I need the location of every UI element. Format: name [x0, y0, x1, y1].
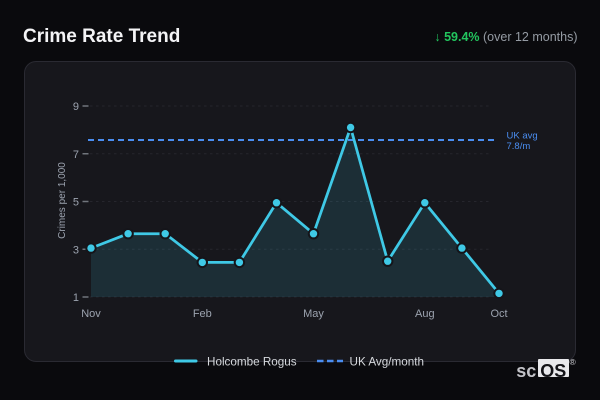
svg-text:Crimes per 1,000: Crimes per 1,000 [57, 162, 68, 239]
svg-text:9: 9 [73, 101, 79, 113]
svg-text:5: 5 [73, 197, 79, 209]
svg-text:UK Avg/month: UK Avg/month [350, 356, 425, 369]
svg-text:7.8/m: 7.8/m [507, 141, 531, 152]
svg-text:1: 1 [73, 292, 79, 304]
svg-text:3: 3 [73, 244, 79, 256]
svg-text:Oct: Oct [490, 308, 507, 320]
svg-text:Aug: Aug [415, 308, 435, 320]
svg-text:UK avg: UK avg [507, 130, 538, 141]
svg-text:7: 7 [73, 149, 79, 161]
svg-text:Nov: Nov [81, 308, 101, 320]
svg-text:Feb: Feb [193, 308, 212, 320]
svg-text:May: May [303, 308, 324, 320]
svg-text:Holcombe Rogus: Holcombe Rogus [207, 356, 297, 369]
